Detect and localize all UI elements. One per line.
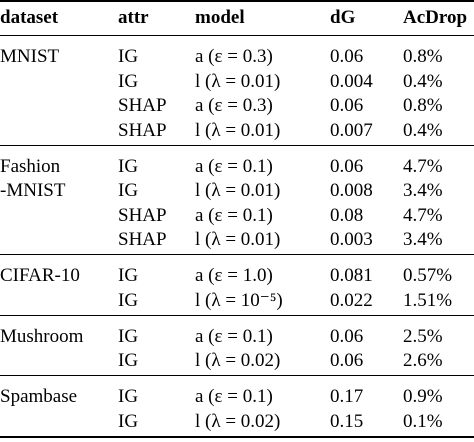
dg: 0.06 bbox=[330, 325, 364, 347]
attr: IG bbox=[118, 325, 139, 347]
dg: 0.004 bbox=[330, 70, 373, 92]
dg: 0.06 bbox=[330, 46, 364, 67]
model: a (ε = 0.1) bbox=[195, 204, 273, 226]
dataset-name: MNIST bbox=[0, 46, 60, 67]
model: l (λ = 0.02) bbox=[195, 410, 281, 432]
attr: IG bbox=[118, 289, 139, 311]
model: l (λ = 0.01) bbox=[195, 180, 281, 201]
attr: IG bbox=[118, 265, 139, 286]
attr: SHAP bbox=[118, 95, 167, 116]
dataset-name: -MNIST bbox=[0, 180, 66, 201]
attr: IG bbox=[118, 386, 139, 407]
model: a (ε = 0.3) bbox=[195, 95, 273, 116]
dataset-name: Spambase bbox=[0, 386, 78, 407]
dg: 0.022 bbox=[330, 289, 373, 311]
model: l (λ = 0.01) bbox=[195, 229, 281, 250]
dg: 0.06 bbox=[330, 350, 364, 371]
model-header: model bbox=[195, 7, 245, 28]
acdrop: 0.1% bbox=[403, 410, 443, 432]
model: a (ε = 1.0) bbox=[195, 265, 273, 286]
rule bbox=[0, 375, 474, 376]
acdrop: 0.57% bbox=[403, 265, 453, 286]
dg: 0.17 bbox=[330, 386, 364, 407]
dg: 0.008 bbox=[330, 180, 373, 201]
acdrop: 0.9% bbox=[403, 386, 443, 407]
rule bbox=[0, 0, 474, 2]
attr-header: attr bbox=[118, 7, 149, 28]
dataset-name: Mushroom bbox=[0, 325, 84, 347]
dg: 0.08 bbox=[330, 204, 364, 226]
acdrop: 3.4% bbox=[403, 229, 443, 250]
model: l (λ = 10⁻⁵) bbox=[195, 289, 283, 311]
attr: IG bbox=[118, 70, 139, 92]
model: a (ε = 0.1) bbox=[195, 386, 273, 407]
model: l (λ = 0.01) bbox=[195, 119, 281, 141]
acdrop: 2.6% bbox=[403, 350, 443, 371]
acdrop: 4.7% bbox=[403, 155, 443, 177]
acdrop: 2.5% bbox=[403, 325, 443, 347]
attr: IG bbox=[118, 350, 139, 371]
attr: IG bbox=[118, 410, 139, 432]
model: l (λ = 0.01) bbox=[195, 70, 281, 92]
attr: SHAP bbox=[118, 229, 167, 250]
attr: SHAP bbox=[118, 119, 167, 141]
dg: 0.15 bbox=[330, 410, 364, 432]
rule bbox=[0, 314, 474, 316]
dg: 0.06 bbox=[330, 155, 364, 177]
acdrop: 0.4% bbox=[403, 70, 443, 92]
dataset-name: CIFAR-10 bbox=[0, 265, 80, 286]
model: l (λ = 0.02) bbox=[195, 350, 281, 371]
rule bbox=[0, 35, 474, 36]
dg: 0.003 bbox=[330, 229, 373, 250]
attr: IG bbox=[118, 155, 139, 177]
rule bbox=[0, 435, 474, 438]
acdrop-header: AcDrop bbox=[403, 7, 468, 28]
rule bbox=[0, 144, 474, 146]
acdrop: 1.51% bbox=[403, 289, 453, 311]
dg: 0.06 bbox=[330, 95, 364, 116]
dg: 0.081 bbox=[330, 265, 373, 286]
model: a (ε = 0.1) bbox=[195, 325, 273, 347]
acdrop: 0.4% bbox=[403, 119, 443, 141]
attr: IG bbox=[118, 46, 139, 67]
dg: 0.007 bbox=[330, 119, 373, 141]
dataset-header: dataset bbox=[0, 7, 59, 28]
attr: IG bbox=[118, 180, 139, 201]
attr: SHAP bbox=[118, 204, 167, 226]
dg-header: dG bbox=[330, 7, 356, 28]
acdrop: 4.7% bbox=[403, 204, 443, 226]
acdrop: 0.8% bbox=[403, 95, 443, 116]
acdrop: 0.8% bbox=[403, 46, 443, 67]
dataset-name: Fashion bbox=[0, 155, 61, 177]
rule bbox=[0, 254, 474, 255]
acdrop: 3.4% bbox=[403, 180, 443, 201]
model: a (ε = 0.1) bbox=[195, 155, 273, 177]
model: a (ε = 0.3) bbox=[195, 46, 273, 67]
